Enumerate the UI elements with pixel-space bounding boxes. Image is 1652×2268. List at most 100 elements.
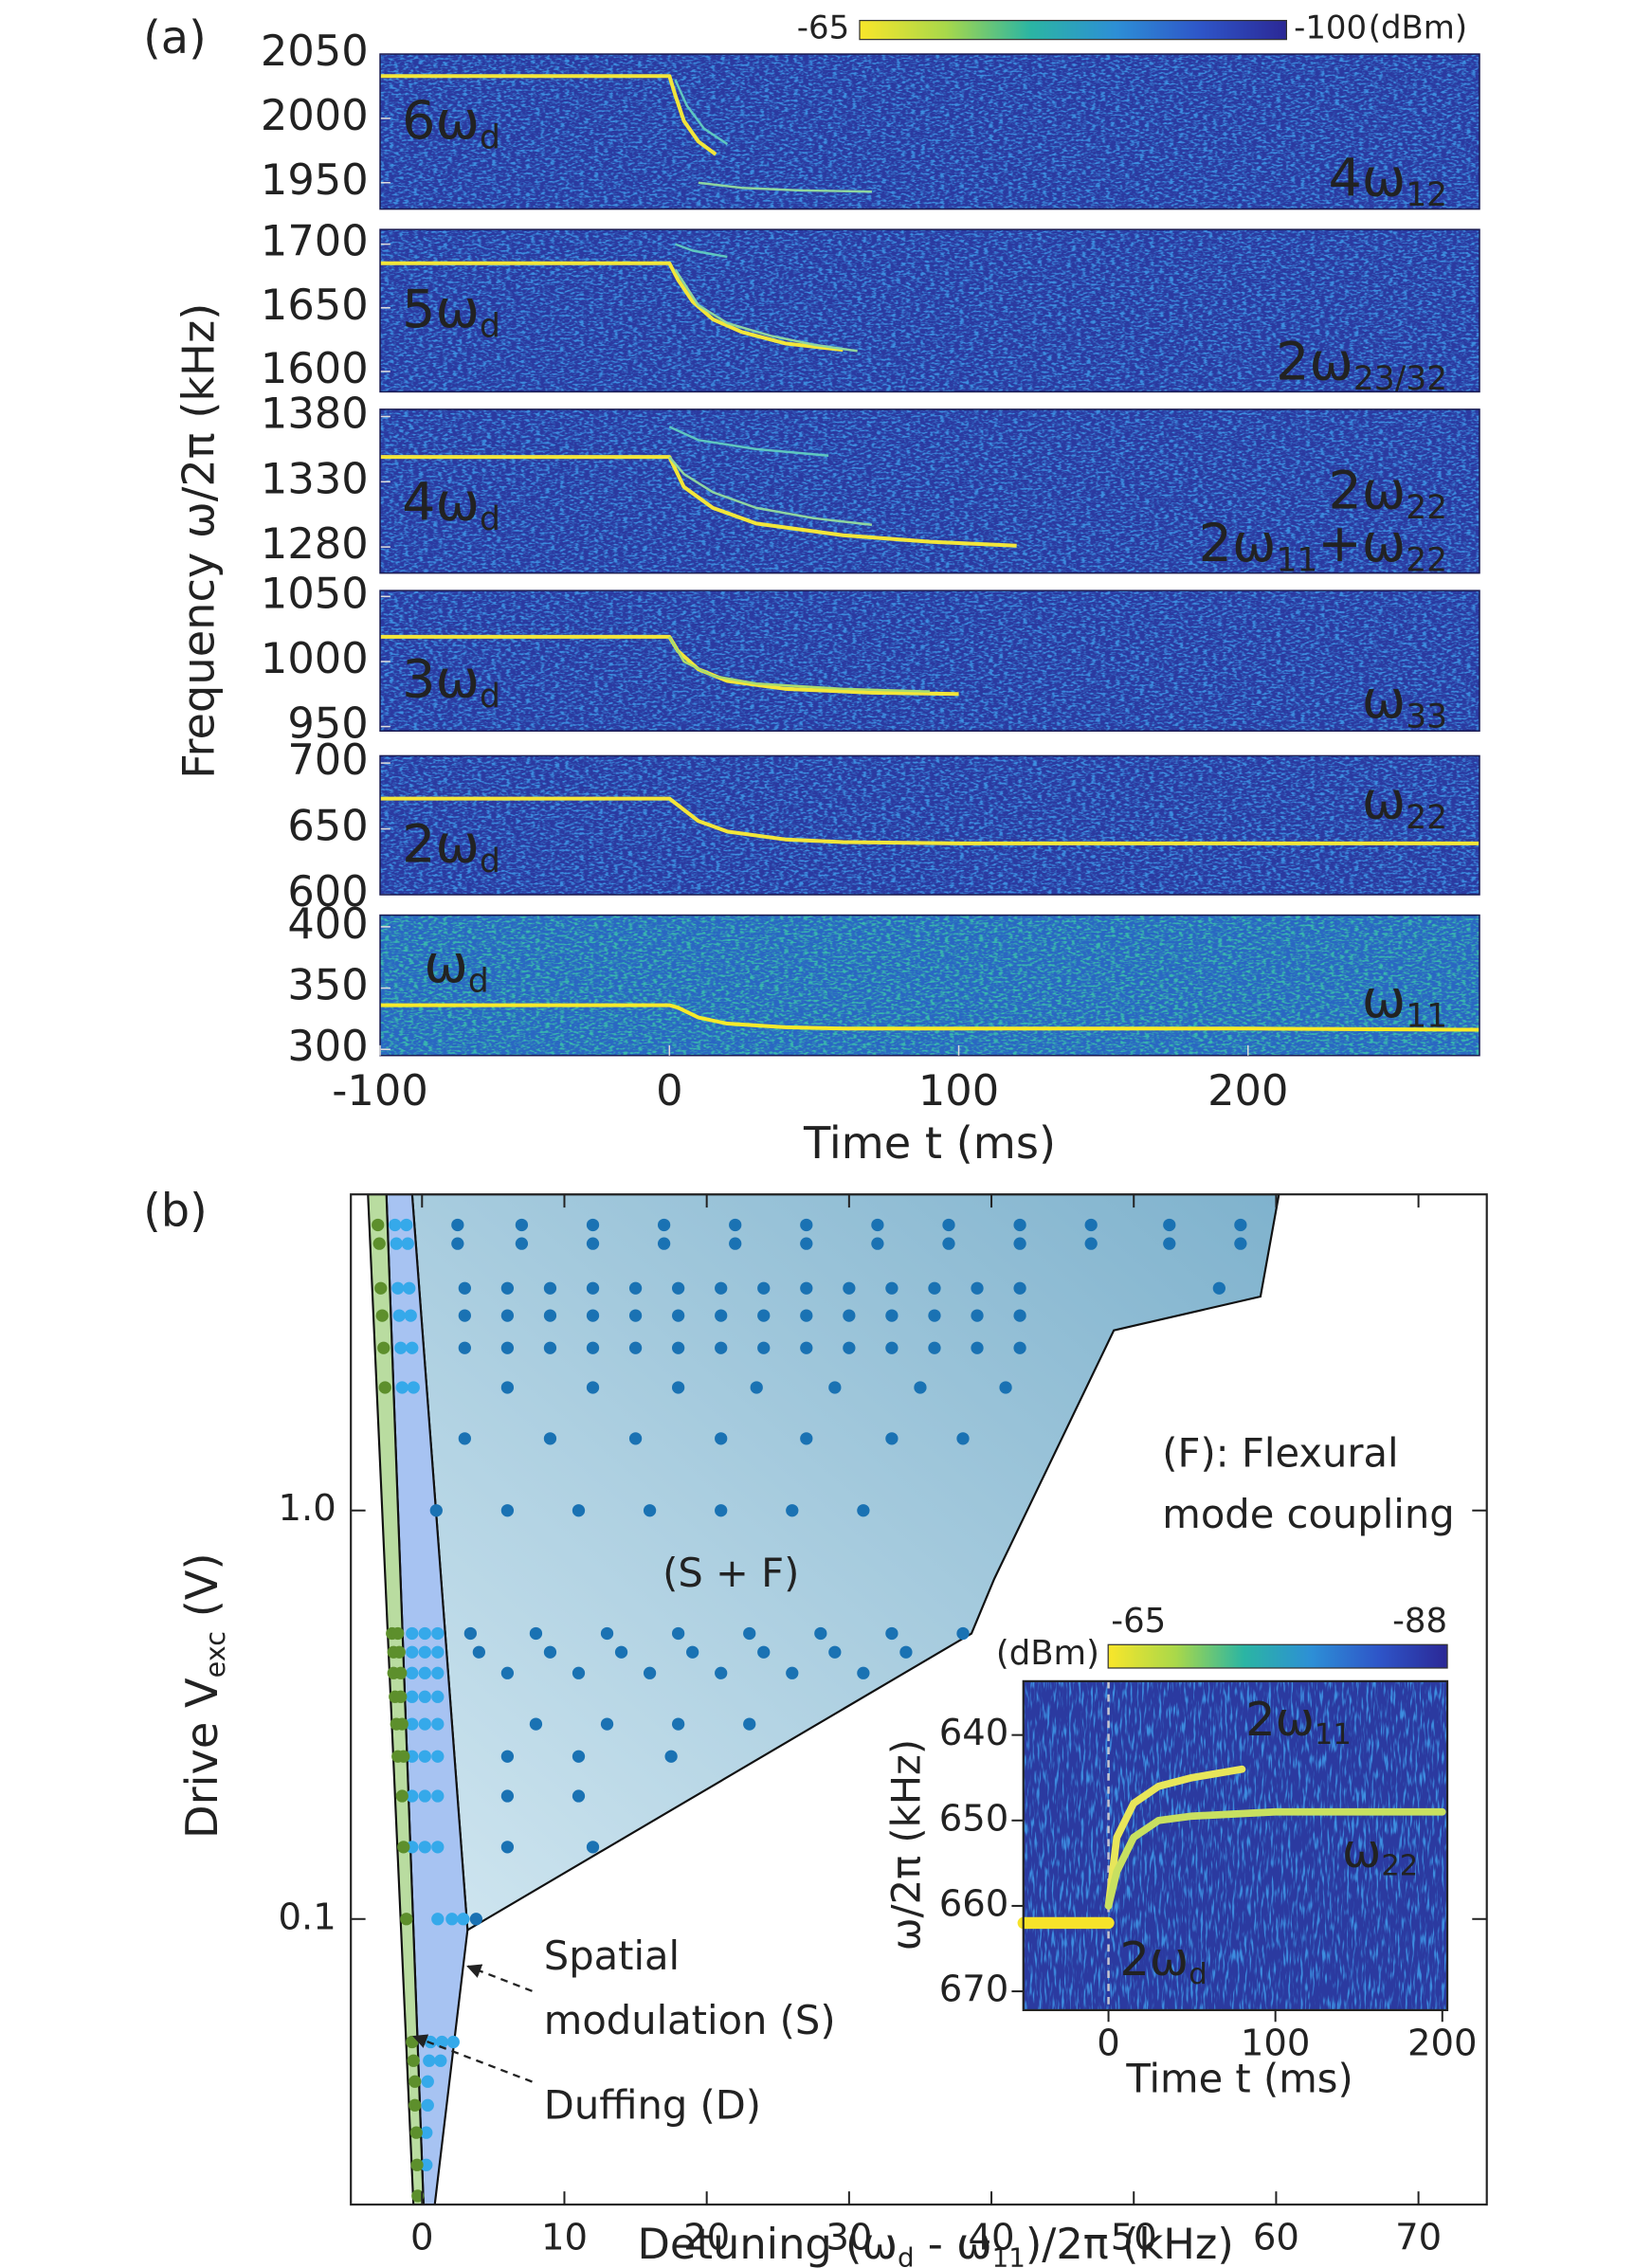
data-point	[657, 1218, 671, 1232]
annotation: 2ω11	[1245, 1692, 1352, 1751]
data-point	[757, 1341, 771, 1354]
data-point	[956, 1432, 970, 1445]
text-part: )/2π (kHz)	[1026, 2219, 1234, 2268]
y-tick-label: 1700	[261, 216, 369, 266]
data-point	[586, 1237, 600, 1250]
data-point	[971, 1341, 984, 1354]
y-tick-label: 1000	[261, 633, 369, 683]
data-point	[671, 1381, 685, 1394]
data-point	[404, 1309, 417, 1322]
colorbar-label: -65	[1111, 1602, 1166, 1641]
data-point	[715, 1281, 728, 1295]
data-point	[715, 1432, 728, 1445]
data-point	[999, 1381, 1012, 1394]
text-part: 11	[1315, 1717, 1352, 1751]
annotation: 3ωd	[402, 648, 500, 715]
data-point	[500, 1666, 515, 1679]
data-point	[1234, 1218, 1247, 1232]
data-point	[956, 1626, 970, 1641]
data-point	[729, 1237, 742, 1250]
spectral-line	[668, 456, 873, 526]
x-tick-label: 100	[918, 1065, 999, 1116]
text-part: 4ω	[1328, 147, 1406, 209]
y-tick-label: 2050	[261, 26, 369, 76]
data-point	[600, 1717, 614, 1731]
data-point	[397, 1841, 410, 1854]
data-point	[458, 1281, 471, 1295]
x-tick-label: 50	[1111, 2217, 1157, 2259]
data-point	[423, 2054, 436, 2067]
text-part: 3ω	[402, 648, 480, 710]
data-point	[418, 1626, 431, 1641]
data-point	[431, 1789, 445, 1803]
data-point	[1013, 1309, 1026, 1322]
data-point	[1234, 1237, 1247, 1250]
data-point	[942, 1218, 955, 1232]
y-tick-label: 1380	[261, 388, 369, 438]
annotation: ω33	[1362, 669, 1447, 735]
data-point	[395, 1789, 408, 1803]
data-point	[628, 1341, 643, 1354]
data-point	[885, 1432, 899, 1445]
data-point	[394, 1341, 408, 1354]
heatmap-noise	[380, 915, 1480, 1056]
data-point	[392, 1645, 406, 1659]
y-tick-label: 400	[287, 898, 368, 949]
data-point	[628, 1309, 643, 1322]
x-tick-label: 20	[683, 2217, 730, 2259]
plot-frame	[350, 1193, 1488, 2206]
annotation: 5ωd	[402, 279, 500, 345]
y-tick-label: 2000	[261, 90, 369, 140]
spectral-line	[380, 1003, 1480, 1032]
data-point	[586, 1381, 600, 1394]
data-point	[372, 1218, 385, 1232]
colorbar-label: -65	[797, 9, 849, 46]
text-part: 6ω	[402, 90, 480, 152]
text-part: 2ω	[1199, 513, 1277, 574]
text-part: 2ω	[1328, 460, 1406, 521]
text-part: 22	[1381, 1849, 1418, 1882]
data-point	[857, 1666, 870, 1679]
data-point	[928, 1341, 941, 1354]
data-point	[431, 1626, 445, 1641]
heatmap-noise	[380, 229, 1480, 392]
data-point	[729, 1218, 742, 1232]
data-point	[800, 1281, 813, 1295]
x-tick-label: 10	[541, 2217, 588, 2259]
data-point	[378, 1381, 391, 1394]
data-point	[411, 2189, 425, 2203]
annotation: ω22	[1342, 1823, 1418, 1882]
data-point	[971, 1281, 984, 1295]
data-point	[543, 1645, 557, 1659]
data-point	[500, 1750, 515, 1763]
y-tick-label: 350	[287, 960, 368, 1010]
annotation: (S + F)	[663, 1550, 799, 1596]
x-tick-label: 0	[656, 1065, 682, 1116]
y-axis-label: Drive Vexc (V)	[175, 1552, 230, 1839]
data-point	[408, 2098, 422, 2112]
data-point	[857, 1504, 870, 1517]
data-point	[899, 1645, 913, 1659]
data-point	[372, 1237, 386, 1250]
data-point	[397, 1750, 410, 1763]
text-part: d	[480, 500, 500, 538]
data-point	[406, 1626, 419, 1641]
data-point	[431, 1750, 445, 1763]
data-point	[586, 1218, 600, 1232]
text-part: ω	[424, 934, 468, 995]
spectral-line	[668, 426, 829, 458]
colorbar-unit: (dBm)	[1369, 9, 1467, 46]
data-point	[657, 1237, 671, 1250]
annotation: 2ω22	[1328, 460, 1447, 526]
text-part: Drive V	[175, 1678, 227, 1839]
data-point	[409, 2126, 423, 2139]
text-part: - ω	[915, 2219, 992, 2268]
y-tick-label: 1600	[261, 343, 369, 393]
data-point	[406, 1341, 419, 1354]
x-tick-label: 60	[1253, 2217, 1299, 2259]
text-part: ω	[1362, 969, 1407, 1030]
arrow	[466, 1964, 533, 1992]
text-part: 11	[1406, 997, 1447, 1035]
spectral-line	[380, 796, 1480, 845]
